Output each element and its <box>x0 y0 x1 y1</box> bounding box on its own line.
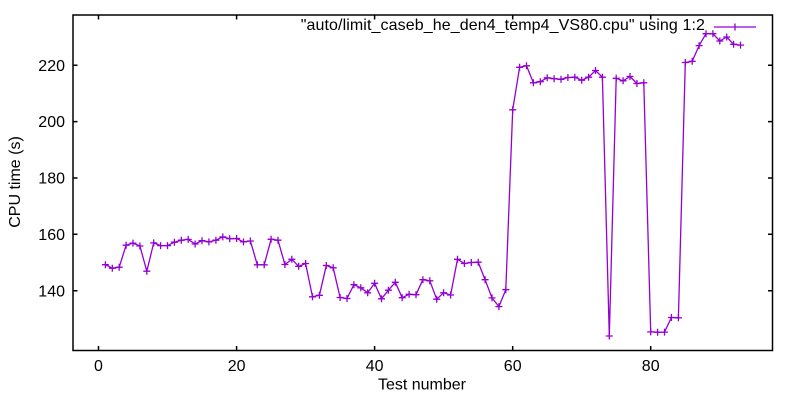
svg-text:CPU time (s): CPU time (s) <box>7 136 24 228</box>
svg-text:60: 60 <box>504 358 522 375</box>
svg-text:160: 160 <box>38 227 65 244</box>
svg-text:140: 140 <box>38 283 65 300</box>
svg-text:40: 40 <box>366 358 384 375</box>
svg-text:220: 220 <box>38 58 65 75</box>
svg-text:"auto/limit_caseb_he_den4_temp: "auto/limit_caseb_he_den4_temp4_VS80.cpu… <box>301 17 705 34</box>
svg-text:0: 0 <box>94 358 103 375</box>
svg-text:200: 200 <box>38 114 65 131</box>
svg-text:Test number: Test number <box>378 377 467 394</box>
svg-text:180: 180 <box>38 171 65 188</box>
svg-text:80: 80 <box>642 358 660 375</box>
svg-text:20: 20 <box>228 358 246 375</box>
